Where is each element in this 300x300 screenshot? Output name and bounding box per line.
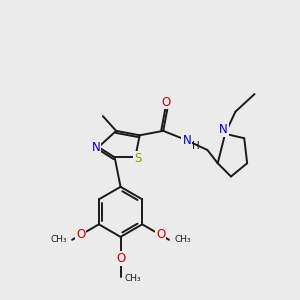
- Text: CH₃: CH₃: [124, 274, 141, 283]
- Text: CH₃: CH₃: [50, 235, 67, 244]
- Text: O: O: [116, 252, 125, 265]
- Text: N: N: [182, 134, 191, 147]
- Text: O: O: [156, 228, 165, 242]
- Text: CH₃: CH₃: [174, 235, 191, 244]
- Text: N: N: [219, 123, 228, 136]
- Text: S: S: [134, 152, 141, 165]
- Text: O: O: [162, 95, 171, 109]
- Text: H: H: [192, 141, 200, 151]
- Text: N: N: [92, 141, 100, 154]
- Text: O: O: [76, 228, 85, 242]
